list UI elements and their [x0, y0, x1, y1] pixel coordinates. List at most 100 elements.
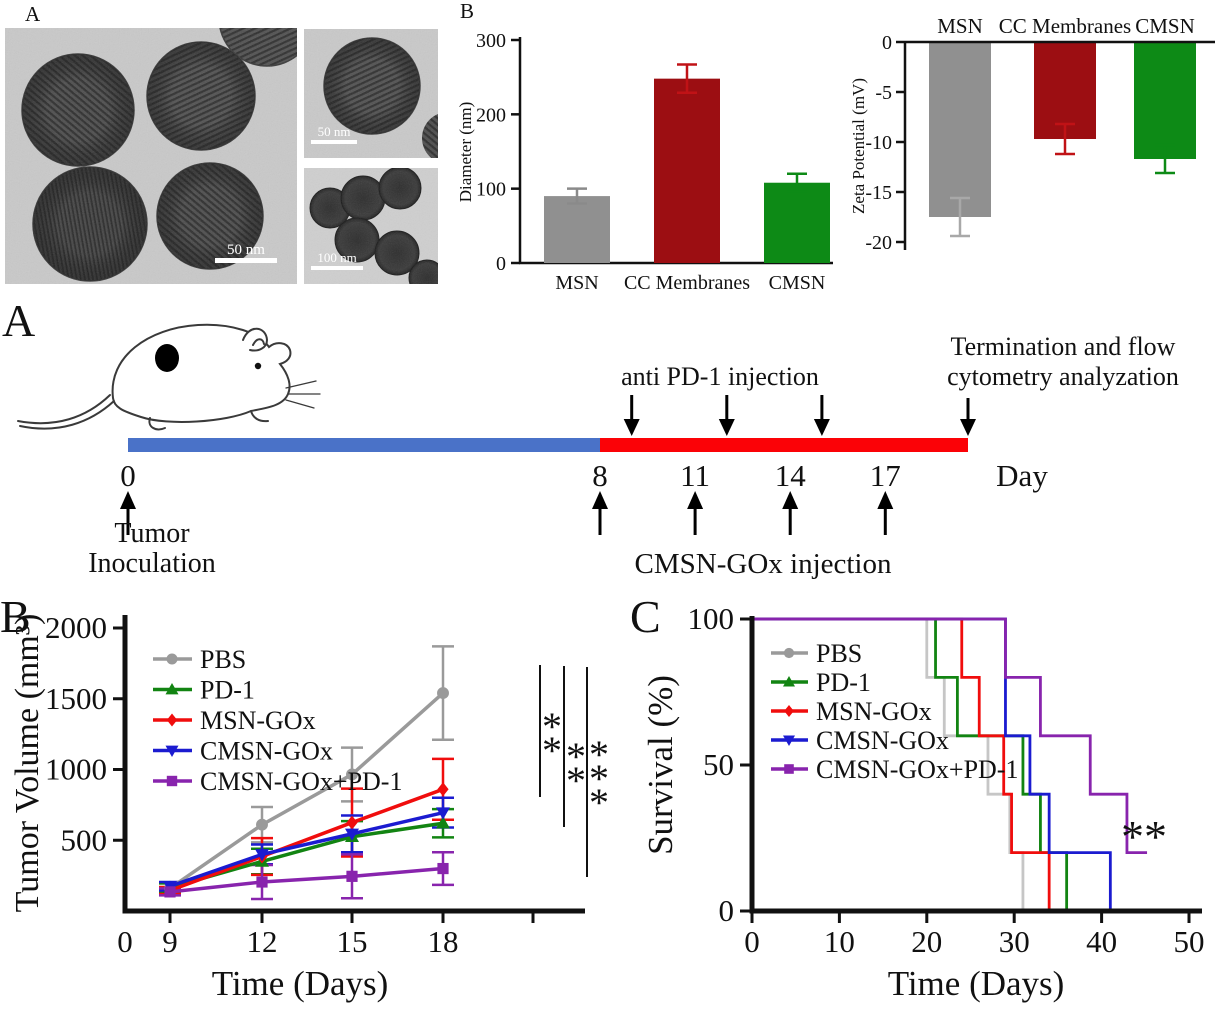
tem-inset-bottom: 100 nm — [304, 168, 438, 284]
zeta-bar-MSN — [929, 43, 991, 217]
tem-micrograph-panel: 50 nm 50 nm — [5, 28, 438, 284]
panel-tem-label: A — [25, 2, 41, 26]
diameter-bar-chart: 0 100 200 300 Diameter (nm) MSN CC Membranes CM… — [456, 30, 833, 294]
zeta-potential-bar-chart: MSN CC Membranes CMSN 0 -5 -10 -15 -20 Zeta Pote… — [850, 14, 1215, 254]
zeta-ytick-label: 0 — [882, 32, 892, 54]
survival-xtick-label: 10 — [824, 924, 855, 959]
tumor-xtick-label: 18 — [428, 924, 459, 959]
tumor-xtick-label: 9 — [162, 924, 178, 959]
anti-pd1-label: anti PD-1 injection — [621, 362, 819, 391]
zeta-ytick-label: -20 — [865, 232, 892, 254]
tumor-sig-stars: * — [566, 734, 586, 779]
tumor-sig-stars: * — [589, 732, 609, 777]
tumor-legend-MSN-GOx: MSN-GOx — [200, 706, 316, 735]
panel-survival-label: C — [630, 591, 661, 642]
tumor-sig-stars: * — [542, 704, 562, 749]
termination-label: Termination and flow — [951, 332, 1176, 361]
timeline-pre-treatment-bar — [128, 438, 600, 452]
diameter-ytick-label: 0 — [496, 253, 506, 275]
survival-y-axis-title: Survival (%) — [641, 675, 680, 855]
survival-curve-MSN-GOx — [752, 617, 1051, 911]
survival-xtick-label: 50 — [1174, 924, 1205, 959]
tem-scalebar-label: 50 nm — [227, 242, 265, 258]
tumor-volume-line-chart: 500 1000 1500 2000 0 9 12 15 18 Time (Days) Tumor … — [9, 610, 609, 1003]
timeline-day-0: 0 — [120, 458, 136, 493]
tumor-sig-stars: * — [589, 756, 609, 801]
diameter-category-label: MSN — [555, 272, 598, 294]
timeline-day-axis-label: Day — [996, 458, 1048, 493]
zeta-ytick-label: -5 — [875, 82, 892, 104]
tumor-series-CMSN-GOx — [169, 810, 444, 888]
diameter-ytick-label: 100 — [476, 179, 506, 201]
survival-legend-CMSN-GOx: CMSN-GOx — [816, 726, 949, 755]
tem-inset-top-scalebar-label: 50 nm — [318, 124, 351, 139]
survival-xtick-label: 0 — [744, 924, 760, 959]
tumor-x-axis-title: Time (Days) — [212, 964, 389, 1003]
tumor-xtick-label: 12 — [247, 924, 278, 959]
tumor-ytick-label: 2000 — [45, 610, 107, 645]
survival-legend-CMSN-GOx+PD-1: CMSN-GOx+PD-1 — [816, 755, 1018, 784]
survival-sig-stars: ** — [1121, 811, 1167, 862]
zeta-ytick-label: -10 — [865, 132, 892, 154]
tumor-series-CMSN-GOx+PD-1 — [169, 866, 444, 894]
panel-characterization-label: B — [460, 0, 475, 23]
tumor-ytick-label: 500 — [61, 822, 108, 857]
diameter-ytick-label: 300 — [476, 30, 506, 52]
panel-timeline-label: A — [2, 295, 36, 346]
zeta-y-axis-title: Zeta Potential (mV) — [850, 78, 868, 214]
zeta-ytick-label: -15 — [865, 182, 892, 204]
zeta-category-label: MSN — [937, 14, 983, 38]
mouse-drawing — [17, 323, 321, 431]
tumor-inoculation-label: Inoculation — [88, 548, 216, 579]
zeta-category-label: CC Membranes — [999, 14, 1131, 38]
tem-inset-bottom-scalebar-label: 100 nm — [317, 250, 356, 265]
tumor-spot — [155, 344, 179, 372]
tumor-legend-PD-1: PD-1 — [200, 676, 255, 705]
diameter-category-label: CMSN — [769, 272, 826, 294]
diameter-bar-CMSN — [764, 182, 830, 263]
tumor-xtick-label: 15 — [337, 924, 368, 959]
survival-legend-MSN-GOx: MSN-GOx — [816, 697, 932, 726]
tem-scalebar — [215, 258, 277, 263]
survival-ytick-label: 0 — [719, 893, 735, 928]
survival-legend-PD-1: PD-1 — [816, 668, 871, 697]
timeline-day-8: 8 — [592, 458, 608, 493]
survival-step-chart: 0 50 100 0 10 20 30 40 50 Time (Days) Survival (%)… — [641, 601, 1205, 1003]
timeline-day-14: 14 — [775, 458, 807, 493]
diameter-y-axis-title: Diameter (nm) — [456, 102, 475, 203]
tumor-inoculation-label: Tumor — [114, 518, 190, 549]
timeline-day-17: 17 — [870, 458, 901, 493]
tem-inset-top-scalebar — [311, 140, 357, 144]
timeline-treatment-bar — [600, 438, 968, 452]
tumor-y-axis-title: Tumor Volume (mm³) — [9, 614, 46, 913]
survival-xtick-label: 40 — [1086, 924, 1117, 959]
diameter-category-label: CC Membranes — [624, 272, 750, 294]
tumor-series-MSN-GOx — [169, 787, 444, 893]
zeta-category-label: CMSN — [1135, 14, 1195, 38]
survival-xtick-label: 20 — [911, 924, 942, 959]
diameter-ytick-label: 200 — [476, 104, 506, 126]
termination-label: cytometry analyzation — [947, 362, 1179, 391]
tumor-legend-CMSN-GOx: CMSN-GOx — [200, 737, 333, 766]
tumor-xtick-label: 0 — [117, 924, 133, 959]
tumor-legend-PBS: PBS — [200, 645, 246, 674]
tem-main-image: 50 nm — [5, 28, 297, 284]
tumor-sig-stars: * — [566, 758, 586, 803]
survival-curve-CMSN-GOx+PD-1 — [752, 617, 1148, 855]
tumor-sig-stars: * — [542, 728, 562, 773]
tumor-sig-stars: * — [589, 780, 609, 825]
tem-inset-bottom-scalebar — [311, 266, 363, 270]
cmsn-injection-label: CMSN-GOx injection — [635, 548, 892, 580]
survival-ytick-label: 50 — [703, 747, 734, 782]
zeta-bar-CMSN — [1134, 43, 1196, 159]
tumor-series-PBS — [169, 691, 445, 890]
timeline-day-11: 11 — [680, 458, 710, 493]
tumor-ytick-label: 1500 — [45, 681, 107, 716]
tem-inset-top: 50 nm — [304, 29, 438, 158]
survival-legend-PBS: PBS — [816, 639, 862, 668]
diameter-bar-MSN — [544, 196, 610, 263]
survival-xtick-label: 30 — [999, 924, 1030, 959]
diameter-bar-CC Membranes — [654, 78, 720, 263]
